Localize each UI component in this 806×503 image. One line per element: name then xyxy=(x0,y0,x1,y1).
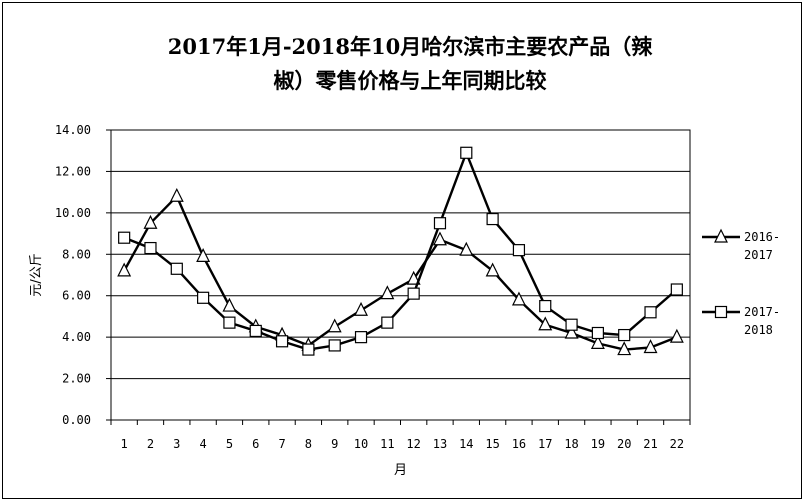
x-tick-label: 14 xyxy=(459,437,473,451)
data-point xyxy=(485,262,500,277)
data-point xyxy=(618,328,631,342)
data-point xyxy=(302,343,315,356)
data-point xyxy=(669,328,684,343)
x-tick-label: 15 xyxy=(485,437,499,451)
x-tick-label: 19 xyxy=(591,437,605,451)
data-point xyxy=(170,262,183,275)
legend: 2016- 2017 2017- 2018 xyxy=(702,228,780,337)
x-tick-label: 7 xyxy=(278,437,285,451)
legend-label: 2016- xyxy=(744,230,780,244)
data-point xyxy=(196,248,211,262)
data-point xyxy=(144,241,157,255)
y-tick-label: 2.00 xyxy=(62,372,91,386)
data-point xyxy=(433,217,447,230)
data-point xyxy=(433,231,447,246)
data-point xyxy=(406,270,421,285)
y-tick-label: 10.00 xyxy=(55,206,91,220)
data-point xyxy=(590,335,605,349)
data-point xyxy=(643,339,658,354)
data-point xyxy=(617,341,632,356)
y-tick-label: 8.00 xyxy=(62,247,91,261)
y-tick-label: 4.00 xyxy=(62,330,91,344)
data-point xyxy=(459,241,474,256)
data-point xyxy=(249,324,262,338)
x-tick-label: 5 xyxy=(226,437,233,451)
x-axis-label: 月 xyxy=(394,463,407,478)
chart-title-line-1: 2017年1月-2018年10月哈尔滨市主要农产品（辣 xyxy=(167,34,653,59)
data-point xyxy=(380,285,395,300)
data-point xyxy=(486,212,499,226)
data-point xyxy=(222,297,237,312)
series-2017-2018 xyxy=(118,146,683,356)
x-tick-label: 6 xyxy=(252,437,259,451)
y-tick-label: 12.00 xyxy=(55,164,91,178)
legend-marker xyxy=(714,228,728,243)
data-point xyxy=(539,299,552,313)
x-tick-label: 8 xyxy=(305,437,312,451)
data-point xyxy=(354,331,368,344)
x-axis-ticks: 1 2 3 4 5 6 7 8 9 10 11 12 13 14 15 16 17 18 19 20 21 22 xyxy=(110,420,691,451)
legend-item-2016-2017: 2016- 2017 xyxy=(702,228,780,262)
series-line xyxy=(123,195,678,351)
legend-item-2017-2018: 2017- 2018 xyxy=(702,305,780,337)
data-point xyxy=(644,306,657,319)
data-point xyxy=(354,301,368,316)
x-tick-label: 1 xyxy=(121,437,128,451)
y-axis-label: 元/公斤 xyxy=(29,253,44,296)
x-tick-label: 9 xyxy=(331,437,338,451)
x-tick-label: 3 xyxy=(173,437,180,451)
x-tick-label: 17 xyxy=(538,437,552,451)
y-tick-label: 14.00 xyxy=(55,123,91,137)
data-point xyxy=(223,316,236,329)
chart-title-line-2: 椒）零售价格与上年同期比较 xyxy=(273,68,547,93)
y-tick-label: 6.00 xyxy=(62,289,91,303)
data-point xyxy=(670,283,683,296)
y-axis-ticks: 0.00 2.00 4.00 6.00 8.00 10.00 12.00 14.00 xyxy=(55,123,111,427)
x-tick-label: 2 xyxy=(147,437,154,451)
x-tick-label: 22 xyxy=(670,437,684,451)
data-point xyxy=(117,262,132,277)
data-point xyxy=(169,187,184,202)
data-point xyxy=(197,291,210,304)
data-point xyxy=(381,316,394,329)
legend-label: 2017 xyxy=(744,248,773,262)
legend-label: 2017- xyxy=(744,305,780,319)
x-tick-label: 12 xyxy=(406,437,420,451)
data-point xyxy=(538,316,553,331)
plot-area xyxy=(110,129,691,421)
data-point xyxy=(328,339,341,352)
x-tick-label: 13 xyxy=(433,437,447,451)
data-point xyxy=(512,244,526,257)
legend-marker xyxy=(714,305,728,319)
data-point xyxy=(511,291,526,306)
data-point xyxy=(143,214,158,229)
y-tick-label: 0.00 xyxy=(62,413,91,427)
data-point xyxy=(275,335,289,348)
x-tick-label: 11 xyxy=(380,437,394,451)
x-tick-label: 4 xyxy=(199,437,206,451)
data-point xyxy=(460,146,473,159)
data-point xyxy=(407,287,420,300)
data-point xyxy=(591,326,604,340)
x-tick-label: 10 xyxy=(354,437,368,451)
data-point xyxy=(327,318,342,333)
x-tick-label: 21 xyxy=(643,437,657,451)
series-line xyxy=(123,151,678,351)
data-point xyxy=(564,324,579,339)
data-point xyxy=(565,318,578,331)
legend-label: 2018 xyxy=(744,323,773,337)
x-tick-label: 18 xyxy=(564,437,578,451)
series-group xyxy=(117,146,684,356)
x-tick-label: 16 xyxy=(512,437,526,451)
chart-title: 2017年1月-2018年10月哈尔滨市主要农产品（辣 椒）零售价格与上年同期比… xyxy=(100,30,720,98)
data-point xyxy=(118,231,131,244)
x-tick-label: 20 xyxy=(617,437,631,451)
